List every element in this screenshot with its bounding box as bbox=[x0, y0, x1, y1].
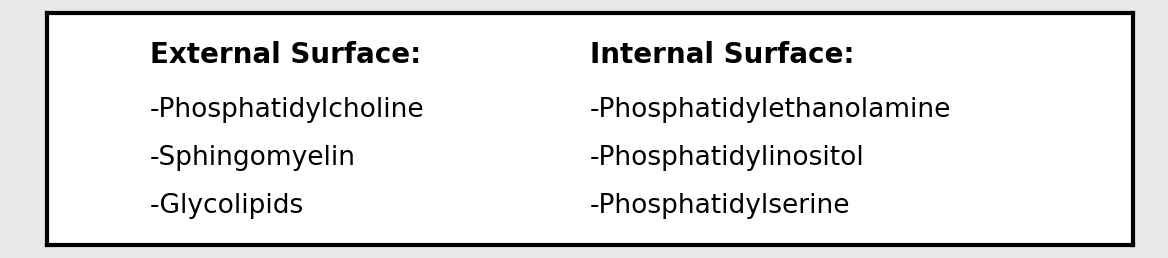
Text: -Glycolipids: -Glycolipids bbox=[150, 193, 304, 219]
Text: -Sphingomyelin: -Sphingomyelin bbox=[150, 145, 356, 171]
Text: External Surface:: External Surface: bbox=[150, 41, 422, 69]
Text: -Phosphatidylserine: -Phosphatidylserine bbox=[590, 193, 850, 219]
Text: -Phosphatidylethanolamine: -Phosphatidylethanolamine bbox=[590, 98, 951, 123]
Text: -Phosphatidylinositol: -Phosphatidylinositol bbox=[590, 145, 864, 171]
Text: Internal Surface:: Internal Surface: bbox=[590, 41, 854, 69]
Text: -Phosphatidylcholine: -Phosphatidylcholine bbox=[150, 98, 424, 123]
